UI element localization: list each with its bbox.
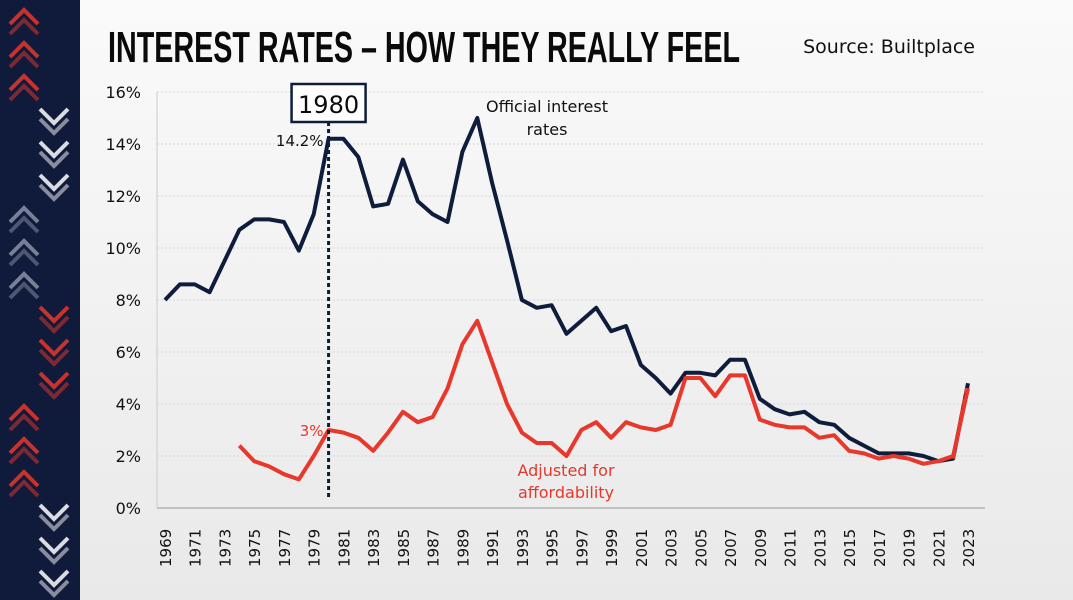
chevron-icon: [38, 536, 70, 555]
grid-lines: [156, 91, 985, 509]
x-tick-label: 2019: [901, 529, 919, 567]
chart-title: INTEREST RATES – HOW THEY REALLY FEEL: [108, 23, 740, 72]
adjusted-series-line: [237, 318, 970, 482]
x-tick-label: 2011: [782, 529, 800, 567]
chevron-icon: [8, 205, 40, 224]
chevron-icon: [8, 281, 40, 300]
x-tick-label: 1987: [425, 529, 443, 567]
chevron-icon: [8, 50, 40, 69]
chevron-icon: [38, 338, 70, 357]
x-tick-label: 1969: [157, 529, 175, 567]
x-tick-label: 1985: [395, 529, 413, 567]
chevron-icon: [38, 371, 70, 390]
chevron-icon: [38, 569, 70, 588]
adjusted-series-label: Adjusted for: [517, 461, 615, 480]
annotations: 1980 14.2% 3% Official interest rates Adjuste…: [276, 82, 615, 502]
x-tick-label: 2005: [692, 529, 710, 567]
chevron-icon: [8, 403, 40, 422]
chevron-icon: [38, 140, 70, 159]
x-tick-label: 1989: [454, 529, 472, 567]
x-tick-label: 1995: [544, 529, 562, 567]
chevron-icon: [38, 150, 70, 169]
x-tick-label: 1981: [335, 529, 353, 567]
chevron-icon: [38, 173, 70, 192]
chart-title-wrapper: INTEREST RATES – HOW THEY REALLY FEEL: [108, 23, 740, 72]
chevron-icon: [38, 183, 70, 202]
x-axis-ticks: 1969 1971 1973 1975 1977 1979 1981 1983 1985 1987…: [157, 529, 978, 567]
chevron-icon: [8, 436, 40, 455]
chevron-icon: [8, 248, 40, 267]
chevron-icon: [8, 17, 40, 36]
last-segment-overlay: [951, 382, 970, 459]
chevron-icon: [38, 305, 70, 324]
series-lines: [163, 116, 970, 482]
chevron-icon: [38, 107, 70, 126]
x-tick-label: 1993: [514, 529, 532, 567]
y-tick-label: 16%: [105, 83, 141, 102]
official-value-label: 14.2%: [276, 132, 324, 150]
x-tick-label: 1979: [306, 529, 324, 567]
x-tick-label: 1975: [246, 529, 264, 567]
official-series-line: [163, 116, 970, 464]
chevron-icon: [38, 315, 70, 334]
chevron-icon: [8, 73, 40, 92]
chevron-icon: [38, 579, 70, 598]
x-tick-label: 1983: [365, 529, 383, 567]
highlight-year-label: 1980: [298, 91, 359, 119]
y-tick-label: 10%: [105, 239, 141, 258]
x-tick-label: 1997: [573, 529, 591, 567]
adjusted-value-label: 3%: [300, 422, 324, 440]
y-axis-ticks: 0% 2% 4% 6% 8% 10% 12% 14% 16%: [105, 83, 141, 518]
x-tick-label: 2017: [871, 529, 889, 567]
x-tick-label: 1971: [187, 529, 205, 567]
chevron-icon: [38, 503, 70, 522]
official-series-label: Official interest: [486, 97, 608, 116]
chevron-icon: [38, 546, 70, 565]
x-tick-label: 2015: [841, 529, 859, 567]
chart-source: Source: Builtplace: [803, 36, 975, 58]
x-tick-label: 1991: [484, 529, 502, 567]
chevron-icon: [8, 271, 40, 290]
x-tick-label: 1977: [276, 529, 294, 567]
y-tick-label: 8%: [116, 291, 141, 310]
y-tick-label: 4%: [116, 395, 141, 414]
chevron-icon: [8, 83, 40, 102]
highlight-year-box: [290, 82, 367, 124]
x-tick-label: 2003: [663, 529, 681, 567]
chevron-icon: [8, 40, 40, 59]
chevron-icon: [38, 381, 70, 400]
chevron-icon: [8, 413, 40, 432]
y-tick-label: 0%: [116, 499, 141, 518]
official-series-label: rates: [527, 120, 568, 139]
chevron-icon: [8, 215, 40, 234]
x-tick-label: 1973: [216, 529, 234, 567]
chevron-icon: [8, 446, 40, 465]
chevron-icon: [8, 7, 40, 26]
y-tick-label: 6%: [116, 343, 141, 362]
x-tick-label: 2007: [722, 529, 740, 567]
adjusted-series-label: affordability: [518, 483, 614, 502]
x-tick-label: 2013: [811, 529, 829, 567]
x-tick-label: 2001: [633, 529, 651, 567]
decorative-side-strip: [0, 0, 80, 600]
x-tick-label: 2021: [930, 529, 948, 567]
y-tick-label: 2%: [116, 447, 141, 466]
y-tick-label: 12%: [105, 187, 141, 206]
chevron-icon: [8, 238, 40, 257]
chevron-icon: [38, 117, 70, 136]
y-tick-label: 14%: [105, 135, 141, 154]
chevron-decorations: [8, 7, 70, 598]
x-tick-label: 2009: [752, 529, 770, 567]
chevron-icon: [8, 479, 40, 498]
x-tick-label: 1999: [603, 529, 621, 567]
chevron-icon: [38, 348, 70, 367]
chevron-icon: [38, 513, 70, 532]
x-tick-label: 2023: [960, 529, 978, 567]
chevron-icon: [8, 469, 40, 488]
